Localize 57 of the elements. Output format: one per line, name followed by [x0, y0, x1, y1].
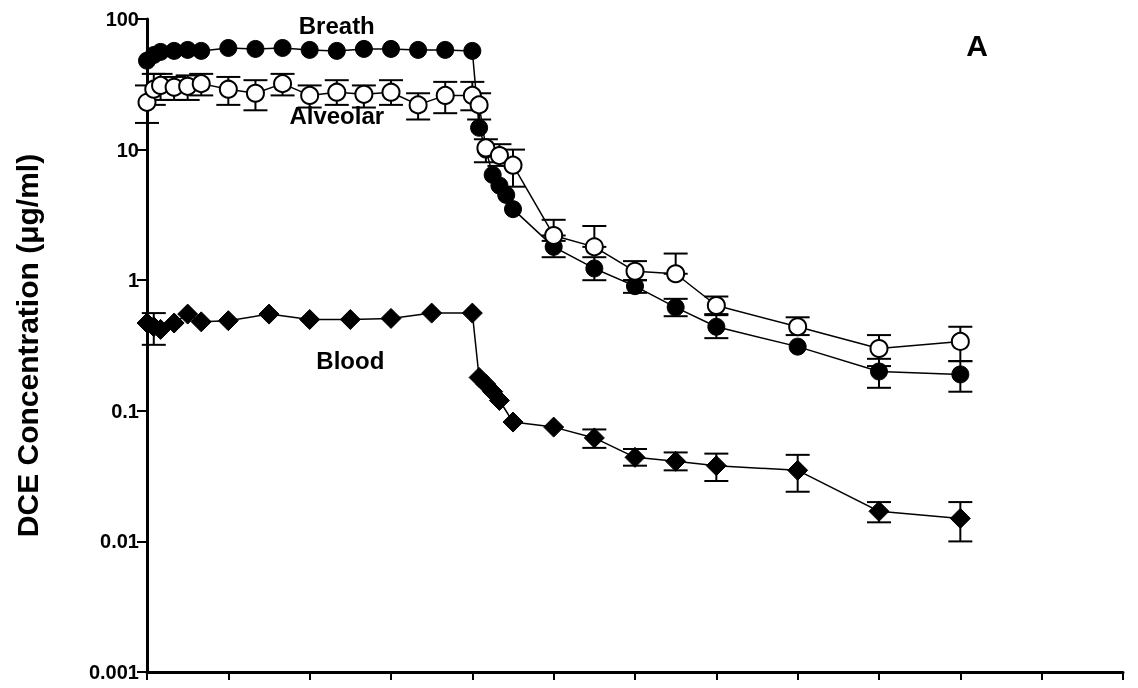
point [273, 38, 292, 57]
point [300, 40, 319, 59]
y-tick-label: 0.1 [111, 399, 139, 422]
point [163, 312, 185, 334]
point [626, 277, 644, 296]
point [219, 38, 238, 57]
point [870, 362, 888, 381]
point [787, 459, 809, 481]
point [354, 84, 374, 104]
point [461, 302, 483, 324]
point [192, 41, 211, 60]
point [503, 155, 523, 175]
point [544, 225, 564, 245]
y-axis-title: DCE Concentration (μg/ml) [10, 153, 44, 538]
point [666, 264, 686, 284]
point [339, 309, 361, 331]
point [258, 303, 280, 325]
series-label: Alveolar [289, 102, 385, 130]
point [502, 411, 524, 433]
point [245, 83, 265, 103]
point [409, 40, 428, 59]
point [504, 200, 522, 219]
point [217, 310, 239, 332]
point [354, 39, 373, 58]
point [218, 79, 238, 99]
point [435, 85, 455, 105]
y-tick-label: 0.001 [88, 661, 139, 683]
point [705, 455, 727, 477]
point [299, 309, 321, 331]
point [470, 118, 489, 137]
point [382, 39, 400, 58]
point [584, 237, 604, 257]
point [177, 303, 199, 325]
annotation: A [966, 28, 989, 62]
point [951, 365, 970, 384]
y-tick-label: 0.01 [100, 530, 139, 553]
point [950, 331, 970, 351]
point [869, 338, 889, 358]
point [949, 507, 971, 529]
series-label: Blood [316, 346, 385, 374]
point [246, 39, 265, 58]
point [380, 307, 402, 329]
point [497, 185, 516, 204]
point [436, 40, 455, 59]
y-tick-label: 100 [105, 8, 139, 30]
point [327, 41, 346, 60]
point [488, 389, 510, 411]
series-label: Breath [298, 12, 375, 40]
point [463, 41, 482, 60]
y-tick-label: 1 [127, 269, 139, 292]
y-tick-label: 10 [116, 138, 139, 161]
point [421, 302, 443, 324]
point [788, 337, 807, 356]
point [190, 311, 212, 333]
point [408, 95, 428, 115]
point [543, 416, 565, 438]
point [469, 95, 489, 115]
